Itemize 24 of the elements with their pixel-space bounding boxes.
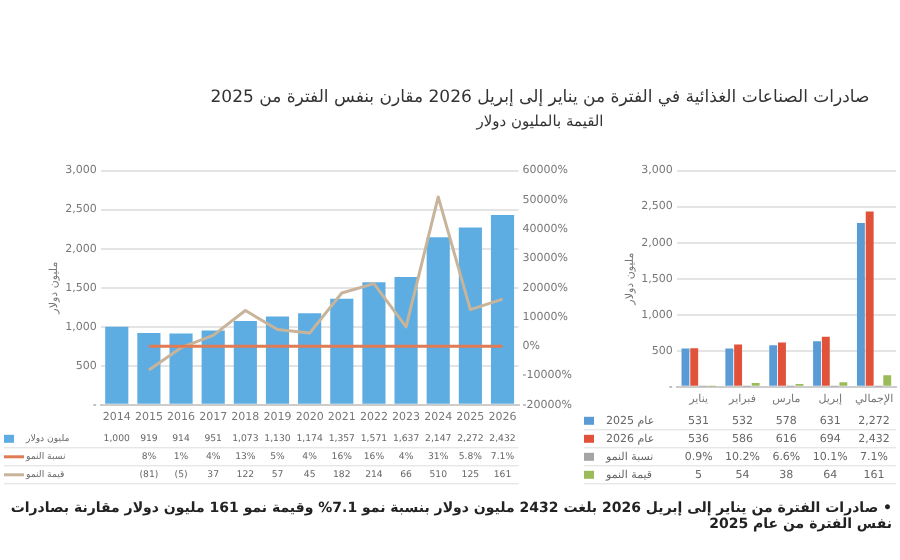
bar: [394, 277, 418, 404]
bar: [813, 341, 821, 386]
bar: [778, 342, 786, 386]
bar: [298, 313, 322, 404]
bar: [490, 214, 515, 404]
bar: [330, 298, 354, 404]
bar: [169, 333, 193, 404]
bar: [426, 237, 450, 404]
bar: [821, 336, 830, 386]
bar: [856, 223, 865, 386]
bar: [362, 282, 386, 404]
bar: [690, 348, 699, 386]
bar: [734, 344, 743, 386]
bar: [105, 326, 129, 404]
bar: [725, 348, 734, 386]
bar: [265, 316, 290, 404]
bar: [458, 227, 482, 404]
bar: [201, 330, 225, 404]
bar: [883, 375, 892, 386]
bar: [137, 333, 161, 404]
bar: [233, 321, 257, 404]
bar: [865, 211, 874, 386]
bar: [769, 345, 778, 386]
chart-title: صادرات الصناعات الغذائية في الفترة من يناير إلى إبريل 2026 مقارن بنفس الفترة من 2025: [208, 88, 872, 108]
